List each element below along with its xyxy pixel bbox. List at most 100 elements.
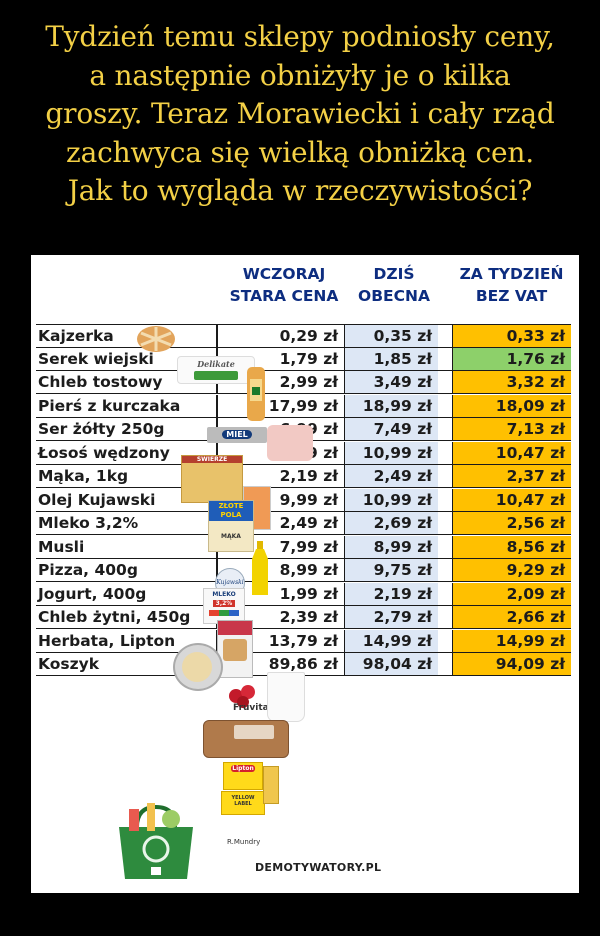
table-row: Pizza, 400g 8,99 zł 9,75 zł 9,29 zł xyxy=(36,559,571,582)
header-vat-line1: ZA TYDZIEŃ xyxy=(459,265,564,283)
column-gap xyxy=(438,394,452,417)
table-row: Serek wiejski 1,79 zł 1,85 zł 1,76 zł xyxy=(36,347,571,371)
old-price-cell: 2,99 zł xyxy=(252,371,344,393)
no-vat-price-cell: 2,56 zł xyxy=(452,512,571,534)
table-row: Mleko 3,2% 2,49 zł 2,69 zł 2,56 zł xyxy=(36,512,571,535)
current-price-cell: 7,49 zł xyxy=(344,418,438,440)
bread-roll-icon xyxy=(137,326,175,352)
tea-brand: Lipton xyxy=(231,765,255,772)
toast-bread-icon xyxy=(247,367,265,421)
name-column-divider xyxy=(216,559,218,581)
no-vat-price-cell: 2,09 zł xyxy=(452,582,571,605)
column-gap xyxy=(438,606,452,628)
column-gap xyxy=(438,325,452,347)
header-vat-price: ZA TYDZIEŃ BEZ VAT xyxy=(452,263,571,307)
header-now-line1: DZIŚ xyxy=(373,265,415,283)
tea-label: YELLOW LABEL xyxy=(231,795,255,807)
cheese-brand: SWIERZE xyxy=(182,456,242,463)
caption-line: groszy. Teraz Morawiecki i cały rząd xyxy=(45,97,555,130)
current-price-cell: 0,35 zł xyxy=(344,325,438,347)
table-row: Chleb tostowy 2,99 zł 3,49 zł 3,32 zł xyxy=(36,371,571,394)
chicken-meat-icon xyxy=(267,425,313,461)
tea-box-icon: Lipton xyxy=(223,762,263,790)
shopping-bag-icon xyxy=(119,803,193,879)
table-row: Pierś z kurczaka 17,99 zł 18,99 zł 18,09 zł xyxy=(36,394,571,418)
header-old-price: WCZORAJ STARA CENA xyxy=(222,263,346,307)
no-vat-price-cell: 3,32 zł xyxy=(452,371,571,393)
old-price-cell: 2,19 zł xyxy=(252,465,344,487)
column-gap xyxy=(438,441,452,464)
yogurt-brand: Fruvita xyxy=(233,703,269,713)
no-vat-price-cell: 2,66 zł xyxy=(452,606,571,628)
product-name: Herbata, Lipton xyxy=(38,631,176,650)
site-watermark: DEMOTYWATORY.PL xyxy=(255,861,382,874)
cottage-cheese-icon: Delikate xyxy=(177,356,255,384)
name-column-divider xyxy=(216,629,218,652)
column-gap xyxy=(438,465,452,487)
old-price-cell: 13,79 zł xyxy=(252,629,344,652)
name-column-divider xyxy=(216,394,218,417)
old-price-cell: 89,86 zł xyxy=(252,653,344,675)
header-old-line2: STARA CENA xyxy=(229,287,339,305)
column-gap xyxy=(438,371,452,393)
no-vat-price-cell: 0,33 zł xyxy=(452,325,571,347)
milk-carton-icon: MLEKO 3,2% xyxy=(203,588,245,624)
old-price-cell: 9,99 zł xyxy=(252,488,344,511)
header-old-line1: WCZORAJ xyxy=(242,265,326,283)
column-gap xyxy=(438,559,452,581)
tea-label-icon: YELLOW LABEL xyxy=(221,791,265,815)
cheese-pack-icon: SWIERZE xyxy=(181,455,243,503)
current-price-cell: 10,99 zł xyxy=(344,441,438,464)
table-row: Herbata, Lipton 13,79 zł 14,99 zł 14,99 zł xyxy=(36,629,571,653)
current-price-cell: 1,85 zł xyxy=(344,347,438,370)
no-vat-price-cell: 10,47 zł xyxy=(452,441,571,464)
table-row: Jogurt, 400g 1,99 zł 2,19 zł 2,09 zł xyxy=(36,582,571,606)
no-vat-price-cell: 7,13 zł xyxy=(452,418,571,440)
old-price-cell: 8,99 zł xyxy=(252,559,344,581)
no-vat-price-cell: 9,29 zł xyxy=(452,559,571,581)
product-name: Koszyk xyxy=(38,655,100,673)
milk-fat: 3,2% xyxy=(213,600,235,607)
current-price-cell: 14,99 zł xyxy=(344,629,438,652)
product-name: Chleb żytni, 450g xyxy=(38,608,191,626)
cottage-cheese-brand: Delikate xyxy=(197,359,235,369)
table-row: Kajzerka 0,29 zł 0,35 zł 0,33 zł xyxy=(36,324,571,348)
product-name: Olej Kujawski xyxy=(38,490,156,509)
old-price-cell: 2,39 zł xyxy=(252,606,344,628)
column-gap xyxy=(438,347,452,370)
name-column-divider xyxy=(216,441,218,464)
current-price-cell: 8,99 zł xyxy=(344,535,438,558)
product-name: Łosoś wędzony xyxy=(38,443,170,462)
caption-line: zachwyca się wielką obniżką cen. xyxy=(66,135,534,169)
yogurt-fruit-icon xyxy=(229,685,255,708)
product-name: Mleko 3,2% xyxy=(38,514,139,532)
yogurt-brand-icon: Fruvita xyxy=(233,703,271,717)
current-price-cell: 18,99 zł xyxy=(344,394,438,417)
flour-label: MĄKA xyxy=(221,533,241,540)
header-now-price: DZIŚ OBECNA xyxy=(344,263,444,307)
current-price-cell: 2,69 zł xyxy=(344,512,438,534)
chicken-brand: MIEL xyxy=(222,430,252,439)
no-vat-price-cell: 18,09 zł xyxy=(452,394,571,417)
column-gap xyxy=(438,582,452,605)
product-name: Chleb tostowy xyxy=(38,373,163,391)
no-vat-price-cell: 14,99 zł xyxy=(452,629,571,652)
product-name: Pizza, 400g xyxy=(38,561,138,579)
old-price-cell: 2,49 zł xyxy=(252,512,344,534)
current-price-cell: 2,19 zł xyxy=(344,582,438,605)
meme-caption: Tydzień temu sklepy podniosły ceny, a na… xyxy=(0,18,600,211)
old-price-cell: 1,79 zł xyxy=(252,347,344,370)
oil-bottle-icon xyxy=(252,541,268,595)
milk-label: MLEKO xyxy=(212,591,236,598)
column-gap xyxy=(438,488,452,511)
yogurt-cup-icon xyxy=(267,672,305,722)
column-gap xyxy=(438,512,452,534)
product-name: Mąka, 1kg xyxy=(38,467,129,485)
image-credit: R.Mundry xyxy=(227,838,261,846)
product-name: Musli xyxy=(38,537,85,556)
no-vat-price-cell: 10,47 zł xyxy=(452,488,571,511)
chicken-breast-icon: MIEL xyxy=(207,427,267,443)
flour-brand: ZŁOTE POLA xyxy=(209,501,253,521)
column-gap xyxy=(438,418,452,440)
no-vat-price-cell: 2,37 zł xyxy=(452,465,571,487)
